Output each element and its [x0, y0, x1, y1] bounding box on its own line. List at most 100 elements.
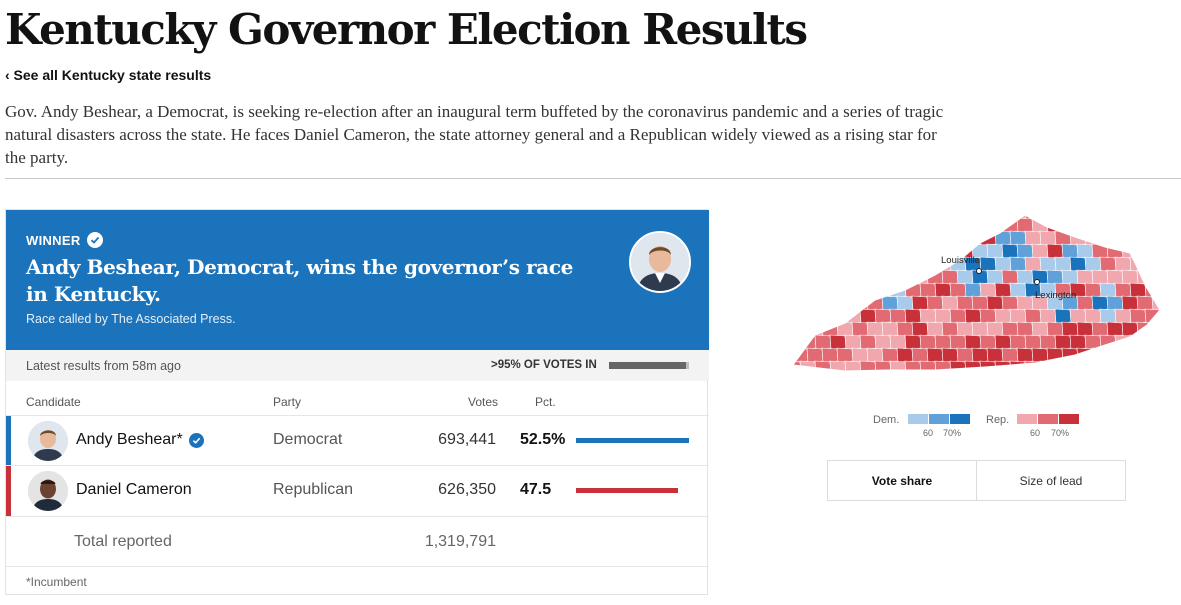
county-cell[interactable] [1091, 269, 1109, 285]
county-cell[interactable] [1077, 374, 1093, 385]
county-cell[interactable] [941, 295, 959, 311]
county-cell[interactable] [986, 347, 1004, 363]
county-cell[interactable] [1084, 282, 1102, 298]
county-cell[interactable] [822, 374, 838, 385]
county-cell[interactable] [806, 295, 824, 311]
county-cell[interactable] [904, 334, 922, 350]
county-cell[interactable] [1039, 334, 1057, 350]
county-cell[interactable] [1121, 243, 1139, 259]
county-cell[interactable] [814, 334, 832, 350]
county-cell[interactable] [1001, 347, 1019, 363]
county-cell[interactable] [837, 374, 853, 385]
county-cell[interactable] [956, 217, 974, 233]
county-cell[interactable] [1106, 217, 1124, 233]
county-cell[interactable] [942, 374, 958, 385]
county-cell[interactable] [806, 243, 824, 259]
county-cell[interactable] [964, 282, 982, 298]
county-cell[interactable] [866, 243, 884, 259]
county-cell[interactable] [1024, 256, 1042, 272]
county-cell[interactable] [911, 217, 929, 233]
county-cell[interactable] [1159, 205, 1165, 220]
county-cell[interactable] [881, 347, 899, 363]
county-cell[interactable] [971, 347, 989, 363]
county-cell[interactable] [814, 282, 832, 298]
county-cell[interactable] [1002, 374, 1018, 385]
county-cell[interactable] [792, 321, 809, 337]
county-cell[interactable] [874, 334, 892, 350]
county-cell[interactable] [859, 282, 877, 298]
county-cell[interactable] [912, 374, 928, 385]
county-cell[interactable] [919, 360, 937, 375]
county-cell[interactable] [1099, 230, 1117, 246]
county-cell[interactable] [1144, 360, 1161, 375]
county-cell[interactable] [986, 321, 1004, 337]
county-cell[interactable] [971, 295, 989, 311]
county-cell[interactable] [1114, 256, 1132, 272]
county-cell[interactable] [851, 347, 869, 363]
county-cell[interactable] [785, 308, 802, 324]
county-results-map[interactable]: Louisville Lexington [785, 205, 1165, 390]
county-cell[interactable] [1084, 256, 1102, 272]
county-cell[interactable] [792, 217, 809, 233]
county-cell[interactable] [994, 282, 1012, 298]
county-cell[interactable] [941, 347, 959, 363]
county-cell[interactable] [1099, 308, 1117, 324]
county-cell[interactable] [919, 308, 937, 324]
county-cell[interactable] [1099, 256, 1117, 272]
county-cell[interactable] [1062, 374, 1078, 385]
county-cell[interactable] [821, 295, 839, 311]
county-cell[interactable] [874, 256, 892, 272]
county-cell[interactable] [836, 269, 854, 285]
county-cell[interactable] [1054, 360, 1072, 375]
county-cell[interactable] [934, 308, 952, 324]
county-cell[interactable] [934, 282, 952, 298]
county-cell[interactable] [926, 321, 944, 337]
county-cell[interactable] [799, 308, 817, 324]
county-cell[interactable] [1136, 321, 1154, 337]
county-cell[interactable] [852, 374, 868, 385]
county-cell[interactable] [1039, 230, 1057, 246]
county-cell[interactable] [1114, 205, 1132, 220]
county-cell[interactable] [1091, 347, 1109, 363]
county-cell[interactable] [799, 205, 817, 220]
county-cell[interactable] [829, 230, 847, 246]
county-cell[interactable] [889, 205, 907, 220]
county-cell[interactable] [1121, 217, 1139, 233]
county-cell[interactable] [1129, 360, 1147, 375]
county-cell[interactable] [889, 230, 907, 246]
county-cell[interactable] [1159, 282, 1165, 298]
county-cell[interactable] [949, 282, 967, 298]
county-cell[interactable] [814, 256, 832, 272]
county-cell[interactable] [994, 205, 1012, 220]
county-cell[interactable] [1144, 282, 1161, 298]
county-cell[interactable] [1151, 347, 1165, 363]
county-cell[interactable] [792, 243, 809, 259]
county-cell[interactable] [836, 217, 854, 233]
county-cell[interactable] [1151, 243, 1165, 259]
county-cell[interactable] [889, 256, 907, 272]
county-cell[interactable] [926, 347, 944, 363]
county-cell[interactable] [994, 256, 1012, 272]
county-cell[interactable] [1046, 321, 1064, 337]
county-cell[interactable] [874, 360, 892, 375]
county-cell[interactable] [1114, 230, 1132, 246]
county-cell[interactable] [911, 347, 929, 363]
county-cell[interactable] [785, 256, 802, 272]
county-cell[interactable] [1031, 243, 1049, 259]
county-cell[interactable] [979, 308, 997, 324]
county-cell[interactable] [956, 347, 974, 363]
county-cell[interactable] [1054, 308, 1072, 324]
county-cell[interactable] [964, 334, 982, 350]
county-cell[interactable] [941, 321, 959, 337]
county-cell[interactable] [1151, 269, 1165, 285]
county-cell[interactable] [904, 230, 922, 246]
county-cell[interactable] [904, 256, 922, 272]
county-cell[interactable] [1091, 217, 1109, 233]
county-cell[interactable] [1151, 217, 1165, 233]
county-cell[interactable] [1039, 256, 1057, 272]
county-cell[interactable] [1016, 217, 1034, 233]
county-cell[interactable] [1092, 374, 1108, 385]
county-cell[interactable] [851, 295, 869, 311]
county-cell[interactable] [1129, 205, 1147, 220]
county-cell[interactable] [911, 295, 929, 311]
